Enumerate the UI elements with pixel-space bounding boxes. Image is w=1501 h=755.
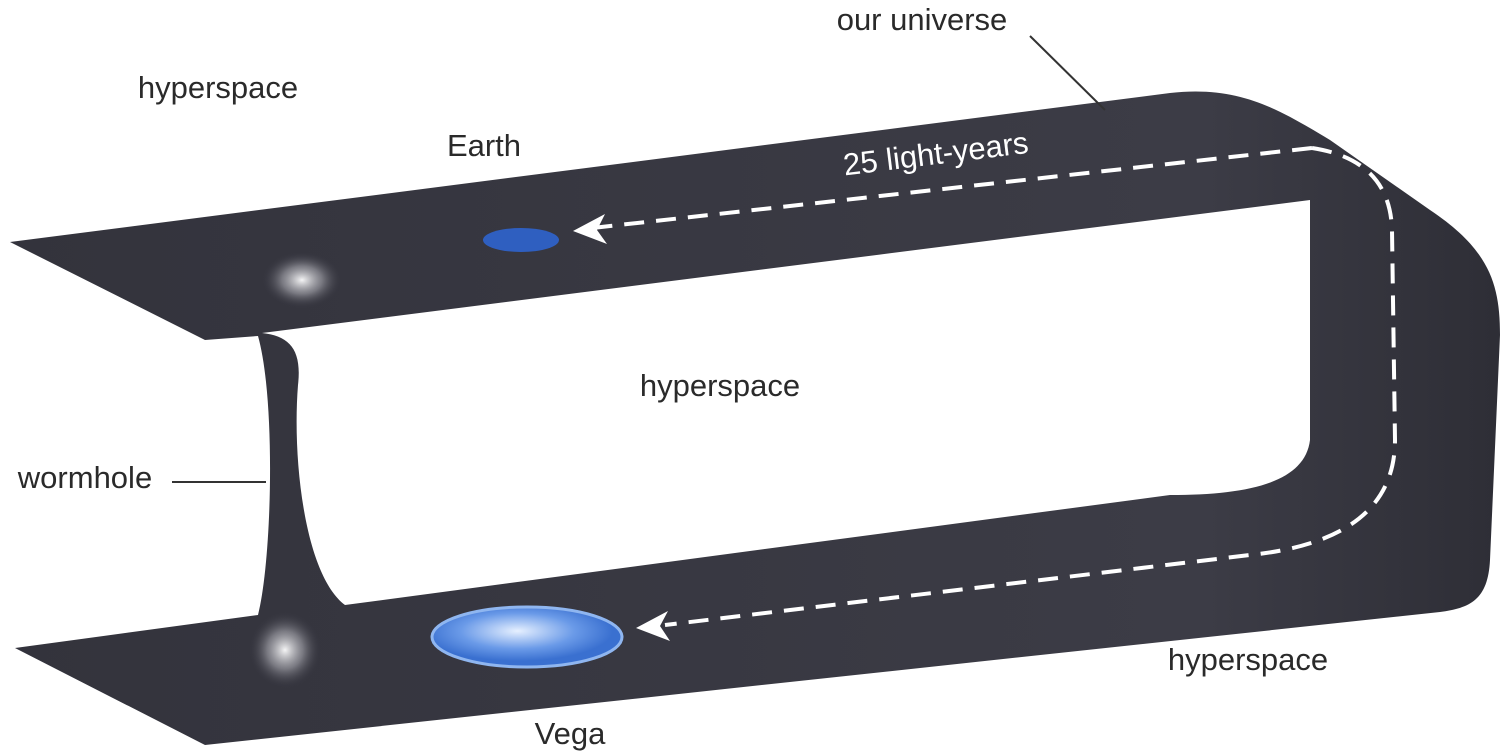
vega-dot — [432, 607, 622, 667]
wormhole-diagram: our universe hyperspace hyperspace hyper… — [0, 0, 1501, 755]
wormhole-mouth-top — [262, 252, 342, 308]
label: Earth — [447, 128, 521, 163]
label: hyperspace — [1168, 642, 1328, 677]
wormhole-mouth-bottom — [249, 612, 321, 688]
label: hyperspace — [138, 70, 298, 105]
label: Vega — [535, 716, 606, 751]
label: hyperspace — [640, 368, 800, 403]
page: our universe hyperspace hyperspace hyper… — [0, 0, 1501, 755]
earth-dot — [483, 228, 559, 252]
label: our universe — [837, 2, 1008, 37]
label: wormhole — [17, 460, 152, 495]
leader-line — [1030, 36, 1105, 110]
